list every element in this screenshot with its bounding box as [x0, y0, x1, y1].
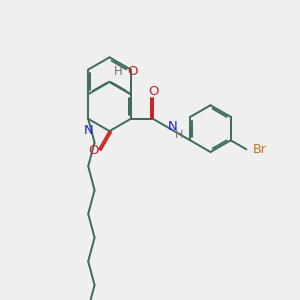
- Text: N: N: [168, 120, 177, 134]
- Text: Br: Br: [253, 143, 267, 156]
- Text: N: N: [83, 124, 93, 137]
- Text: O: O: [88, 144, 99, 157]
- Text: H: H: [175, 130, 184, 140]
- Text: O: O: [148, 85, 159, 98]
- Text: H: H: [114, 65, 122, 78]
- Text: O: O: [127, 65, 138, 78]
